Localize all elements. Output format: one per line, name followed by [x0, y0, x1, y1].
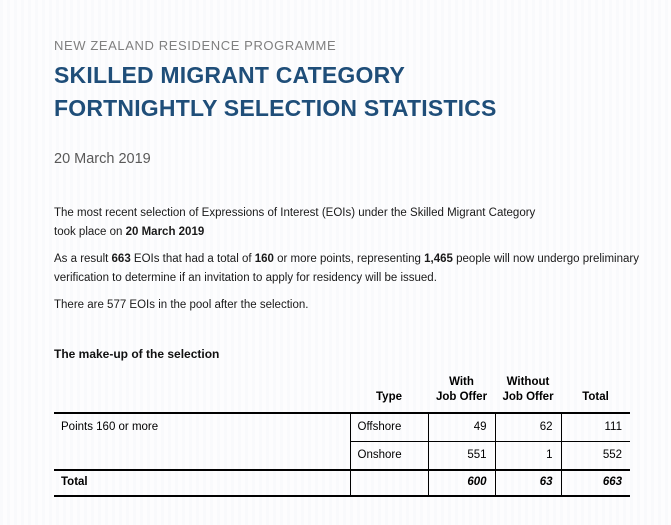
cell-total-with-job-offer: 600	[428, 469, 496, 497]
col-header-empty	[54, 375, 350, 414]
col-header-with-line2: Job Offer	[435, 391, 488, 403]
intro-text: The most recent selection of Expressions…	[54, 207, 536, 219]
row-group-label: Points 160 or more	[54, 413, 351, 470]
title-line-2: FORTNIGHTLY SELECTION STATISTICS	[54, 95, 497, 121]
table-row-total: Total 600 63 663	[54, 469, 630, 497]
intro-text: took place on	[54, 226, 126, 238]
col-header-without-line2: Job Offer	[502, 391, 554, 403]
result-paragraph: As a result 663 EOIs that had a total of…	[54, 250, 671, 288]
result-text: or more points, representing	[273, 253, 425, 265]
selection-table-header: Type With Job Offer Without Job Offer To…	[54, 375, 630, 414]
selection-table: Type With Job Offer Without Job Offer To…	[54, 375, 630, 497]
header-row: Type With Job Offer Without Job Offer To…	[54, 375, 630, 414]
selection-date-bold: 20 March 2019	[125, 226, 205, 238]
eoi-count-bold: 663	[111, 253, 131, 265]
result-paragraph-line-1: As a result 663 EOIs that had a total of…	[54, 250, 671, 269]
cell-offshore-total: 111	[561, 413, 630, 442]
cell-total-without-job-offer: 63	[495, 469, 562, 497]
cell-offshore-with-job-offer: 49	[428, 413, 496, 442]
cell-onshore-total: 552	[602, 449, 622, 461]
cell-total-label: Total	[54, 469, 351, 497]
table-row-onshore: Onshore 551 1 552	[54, 441, 630, 470]
cell-total-total: 663	[561, 469, 630, 497]
col-header-total: Total	[561, 375, 630, 414]
programme-kicker: NEW ZEALAND RESIDENCE PROGRAMME	[54, 38, 337, 53]
people-count-bold: 1,465	[424, 253, 453, 265]
result-paragraph-line-2: verification to determine if an invitati…	[54, 269, 671, 288]
col-header-without-line1: Without	[506, 376, 550, 388]
selection-date: 20 March 2019	[54, 151, 151, 167]
result-text: As a result	[54, 253, 112, 265]
points-threshold-bold: 160	[254, 253, 274, 265]
result-text: people will now undergo preliminary	[452, 253, 639, 265]
col-header-with-job-offer: With Job Offer	[428, 375, 495, 414]
col-header-with-line1: With	[449, 376, 474, 388]
cell-onshore-without-job-offer: 1	[495, 441, 562, 470]
intro-paragraph-line-2: took place on 20 March 2019	[54, 223, 671, 242]
cell-type-offshore: Offshore	[350, 413, 429, 442]
page-title: SKILLED MIGRANT CATEGORY FORTNIGHTLY SEL…	[54, 59, 671, 125]
intro-paragraph: The most recent selection of Expressions…	[54, 204, 671, 242]
cell-total-type-empty	[350, 469, 429, 497]
intro-paragraph-line-1: The most recent selection of Expressions…	[54, 204, 671, 223]
selection-table-body: Points 160 or more Offshore 49 62 111 On…	[54, 413, 630, 497]
cell-type-onshore: Onshore	[350, 441, 429, 470]
cell-offshore-without-job-offer: 62	[495, 413, 562, 442]
title-line-1: SKILLED MIGRANT CATEGORY	[54, 62, 406, 88]
result-text: EOIs that had a total of	[130, 253, 255, 265]
table-section-heading: The make-up of the selection	[54, 347, 220, 361]
col-header-type: Type	[350, 375, 428, 414]
cell-onshore-with-job-offer: 551	[428, 441, 496, 470]
col-header-without-job-offer: Without Job Offer	[495, 375, 561, 414]
result-text: verification to determine if an invitati…	[54, 272, 437, 284]
table-row-offshore: Points 160 or more Offshore 49 62 111	[54, 413, 630, 470]
pool-paragraph: There are 577 EOIs in the pool after the…	[54, 299, 309, 311]
col-header-total-label: Total	[582, 391, 609, 403]
col-header-type-label: Type	[376, 391, 402, 403]
